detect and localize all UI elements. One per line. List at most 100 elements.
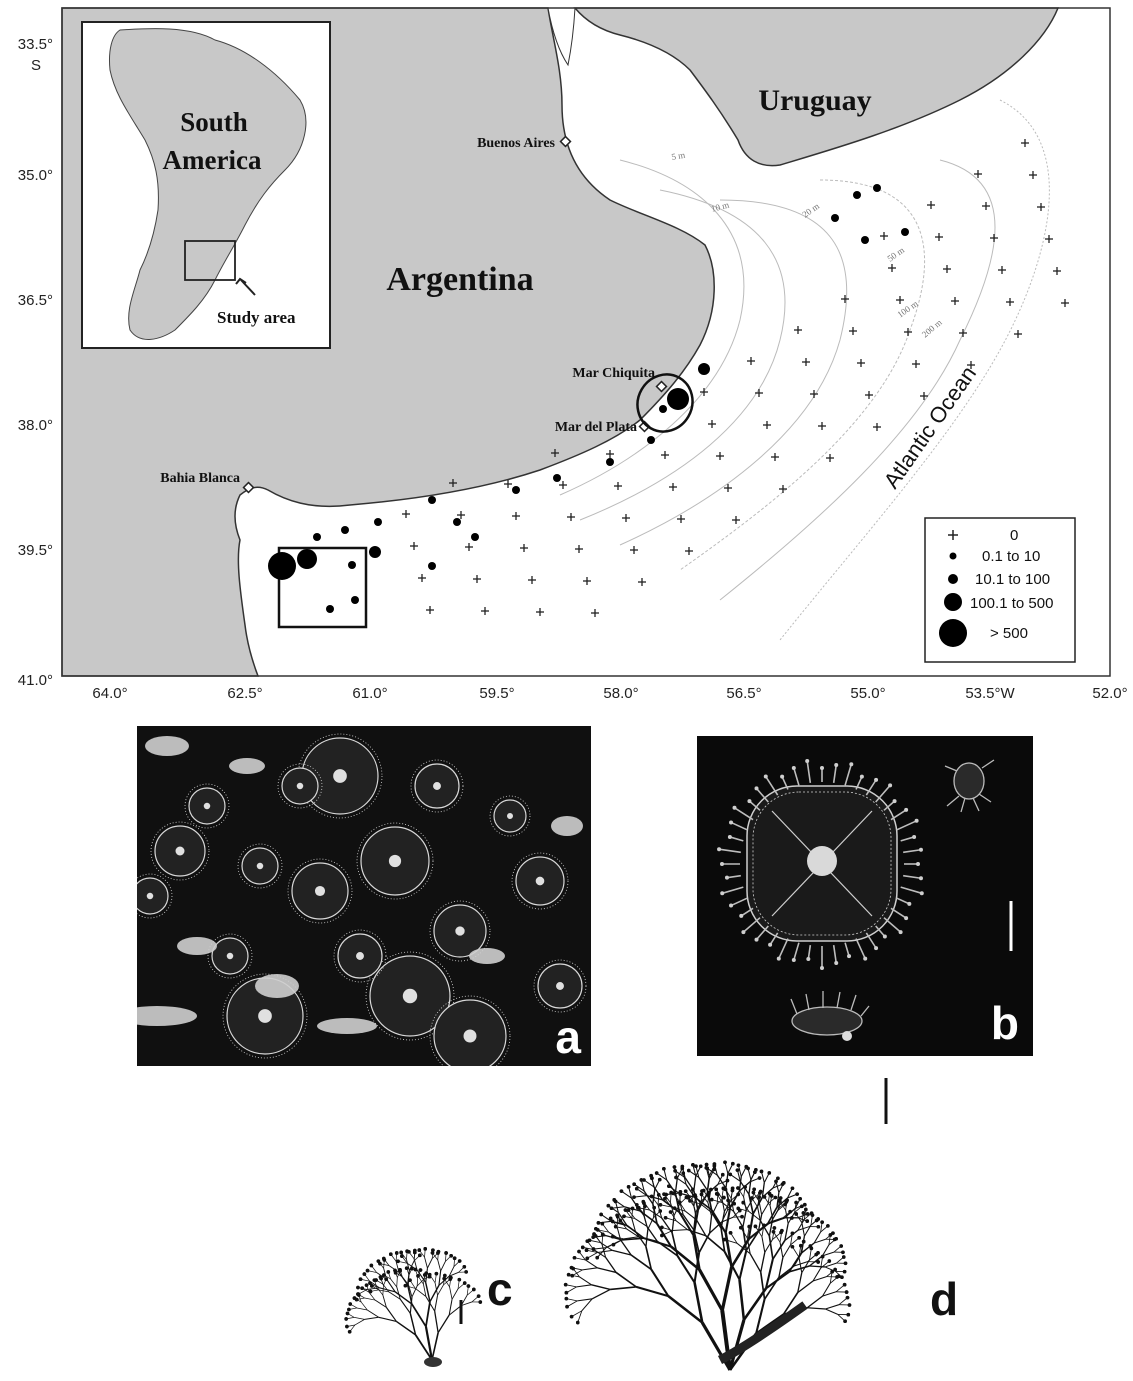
y-hemisphere-s: S [31, 57, 41, 74]
station-zero-cross [622, 514, 630, 522]
map-legend: 0 0.1 to 10 10.1 to 100 100.1 to 500 > 5… [924, 517, 1076, 663]
isobath-5m: 5 m [671, 150, 686, 162]
station-zero-cross [481, 607, 489, 615]
medusa-bell [277, 763, 323, 809]
station-zero-cross [873, 423, 881, 431]
southern-study-box [277, 546, 368, 629]
copepod-blob [177, 937, 217, 955]
medusa-bell [287, 858, 353, 924]
uruguay-label: Uruguay [758, 84, 871, 117]
station-zero-cross [685, 547, 693, 555]
photo-b-single-medusa: b [697, 736, 1033, 1056]
station-dots [268, 184, 909, 613]
station-zero-cross [708, 420, 716, 428]
station-positive-dot [428, 562, 436, 570]
station-zero-cross [677, 515, 685, 523]
station-zero-cross [896, 296, 904, 304]
station-zero-cross [779, 485, 787, 493]
medusa-tentacles [717, 759, 924, 970]
station-positive-dot [326, 605, 334, 613]
station-positive-dot [369, 546, 381, 558]
station-zero-cross [959, 329, 967, 337]
station-positive-dot [374, 518, 382, 526]
station-positive-dot [659, 405, 667, 413]
small-medusa-top [944, 759, 995, 813]
station-positive-dot [606, 458, 614, 466]
y-tick-39-5: 39.5° [18, 542, 53, 559]
inset-arrow [240, 279, 256, 296]
x-tick-56-5: 56.5° [726, 685, 761, 700]
station-zero-cross [661, 451, 669, 459]
y-tick-35-0: 35.0° [18, 167, 53, 184]
buenos-aires-label: Buenos Aires [477, 136, 555, 151]
small-medusa-bottom [790, 991, 870, 1041]
svg-text:100.1 to 500: 100.1 to 500 [970, 595, 1053, 612]
argentina-label: Argentina [386, 261, 533, 298]
station-positive-dot [313, 533, 321, 541]
station-zero-cross [826, 454, 834, 462]
station-zero-cross [967, 361, 975, 369]
station-zero-cross [818, 422, 826, 430]
mar-chiquita-label: Mar Chiquita [572, 366, 655, 381]
station-positive-dot [873, 184, 881, 192]
station-positive-dot [351, 596, 359, 604]
station-zero-cross [1061, 299, 1069, 307]
station-zero-cross [1029, 171, 1037, 179]
x-tick-64-0: 64.0° [92, 685, 127, 700]
station-zero-cross [465, 543, 473, 551]
station-positive-dot [698, 363, 710, 375]
station-positive-dot [831, 214, 839, 222]
inset-study-rect [184, 240, 236, 281]
station-zero-cross [402, 510, 410, 518]
medusa-bell [207, 933, 253, 979]
station-zero-cross [426, 606, 434, 614]
study-area-map: 5 m 10 m 20 m 50 m 100 m 200 m South Ame… [18, 7, 1128, 700]
station-positive-dot [471, 533, 479, 541]
inset-label-south: South [180, 107, 248, 137]
station-positive-dot [647, 436, 655, 444]
station-zero-cross [732, 516, 740, 524]
station-zero-cross [982, 202, 990, 210]
isobath-10m: 10 m [710, 200, 730, 214]
x-tick-62-5: 62.5° [227, 685, 262, 700]
medusa-bell [489, 795, 531, 837]
station-zero-cross [630, 546, 638, 554]
station-zero-cross [559, 481, 567, 489]
station-zero-cross [755, 389, 763, 397]
medusa-bell [297, 733, 383, 819]
station-zero-cross [1006, 298, 1014, 306]
legend-item-0: 0 [948, 527, 1018, 544]
station-zero-cross [410, 542, 418, 550]
station-zero-cross [583, 577, 591, 585]
station-zero-cross [920, 392, 928, 400]
legend-item-4: > 500 [939, 619, 1028, 647]
y-tick-33-5: 33.5° [18, 36, 53, 53]
station-positive-dot [512, 486, 520, 494]
station-zero-cross [1021, 139, 1029, 147]
station-zero-cross [1053, 267, 1061, 275]
station-zero-cross [998, 266, 1006, 274]
station-zero-cross [536, 608, 544, 616]
station-positive-dot [861, 236, 869, 244]
station-zero-cross [528, 576, 536, 584]
copepod-blob [551, 816, 583, 836]
station-zero-cross [951, 297, 959, 305]
station-zero-cross [841, 295, 849, 303]
study-area-label: Study area [217, 308, 296, 327]
inset-label-america: America [163, 145, 262, 175]
medusa-bell [746, 785, 898, 942]
copepod-blob [469, 948, 505, 964]
photo-b-label: b [990, 997, 1019, 1049]
station-zero-cross [865, 391, 873, 399]
station-positive-dot [667, 388, 689, 410]
station-zero-cross [669, 483, 677, 491]
station-zero-cross [857, 359, 865, 367]
station-zero-cross [1045, 235, 1053, 243]
station-zero-cross [606, 450, 614, 458]
station-zero-cross [520, 544, 528, 552]
copepod-blob [145, 736, 189, 756]
station-zero-cross [880, 232, 888, 240]
medusa-bell [365, 951, 455, 1041]
x-tick-52-0: 52.0° [1092, 685, 1127, 700]
station-zero-cross [771, 453, 779, 461]
